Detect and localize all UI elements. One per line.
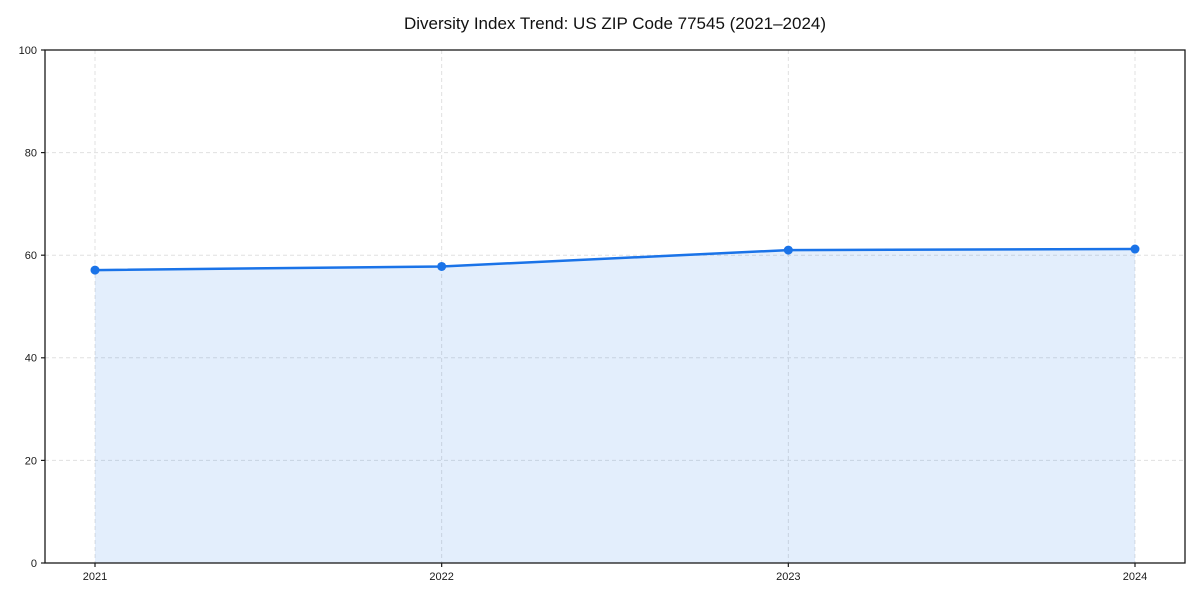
x-tick-label: 2021 [83,571,107,583]
y-tick-label: 80 [25,147,37,159]
gridlines [45,50,1185,563]
data-point-marker [90,265,100,275]
chart-title: Diversity Index Trend: US ZIP Code 77545… [404,14,826,33]
y-tick-label: 60 [25,250,37,262]
trend-line [93,247,1137,272]
data-point-marker [1130,244,1140,254]
y-tick-label: 20 [25,455,37,467]
y-tick-label: 0 [31,558,37,570]
plot-border [44,49,1186,564]
y-tick-label: 40 [25,353,37,365]
data-point-marker [783,245,793,255]
series-layer [90,244,1140,563]
area-fill [95,249,1135,563]
x-tick-label: 2024 [1123,571,1147,583]
axes: 0 20 40 60 80 100 2021 2022 2023 2024 [19,45,1148,583]
data-point-marker [437,261,447,271]
x-tick-label: 2023 [776,571,800,583]
x-tick-label: 2022 [429,571,453,583]
y-tick-label: 100 [19,45,37,57]
